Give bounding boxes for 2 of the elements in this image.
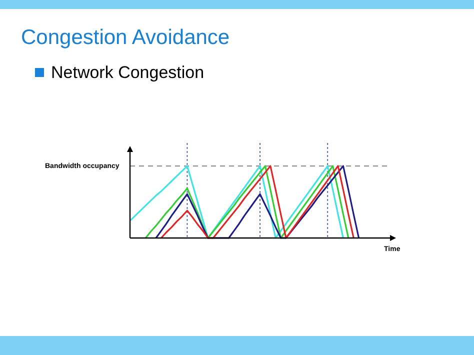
chart-subtitle: Network Congestion — [51, 63, 204, 82]
chart-title: Congestion Avoidance — [21, 26, 230, 49]
